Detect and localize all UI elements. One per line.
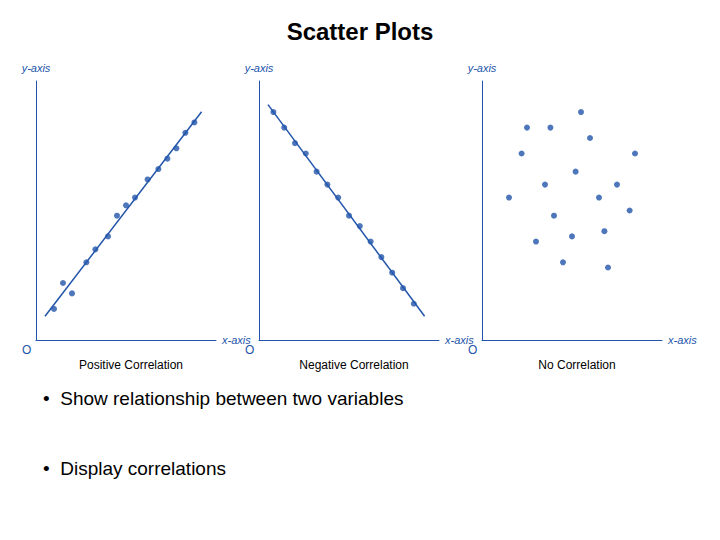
svg-text:Positive Correlation: Positive Correlation — [79, 358, 183, 372]
svg-text:x-axis: x-axis — [221, 334, 251, 346]
svg-text:y-axis: y-axis — [244, 62, 274, 74]
svg-text:y-axis: y-axis — [467, 62, 497, 74]
svg-text:O: O — [22, 343, 31, 357]
svg-text:• Display correlations: • Display correlations — [43, 458, 226, 479]
svg-text:Negative Correlation: Negative Correlation — [299, 358, 408, 372]
svg-text:x-axis: x-axis — [444, 334, 474, 346]
svg-text:y-axis: y-axis — [21, 62, 51, 74]
svg-text:• Show relationship between t: • Show relationship between two variable… — [43, 388, 403, 409]
svg-text:No Correlation: No Correlation — [538, 358, 615, 372]
svg-text:x-axis: x-axis — [667, 334, 697, 346]
svg-text:O: O — [245, 343, 255, 357]
svg-text:O: O — [468, 343, 478, 357]
svg-text:Scatter Plots: Scatter Plots — [287, 18, 434, 45]
